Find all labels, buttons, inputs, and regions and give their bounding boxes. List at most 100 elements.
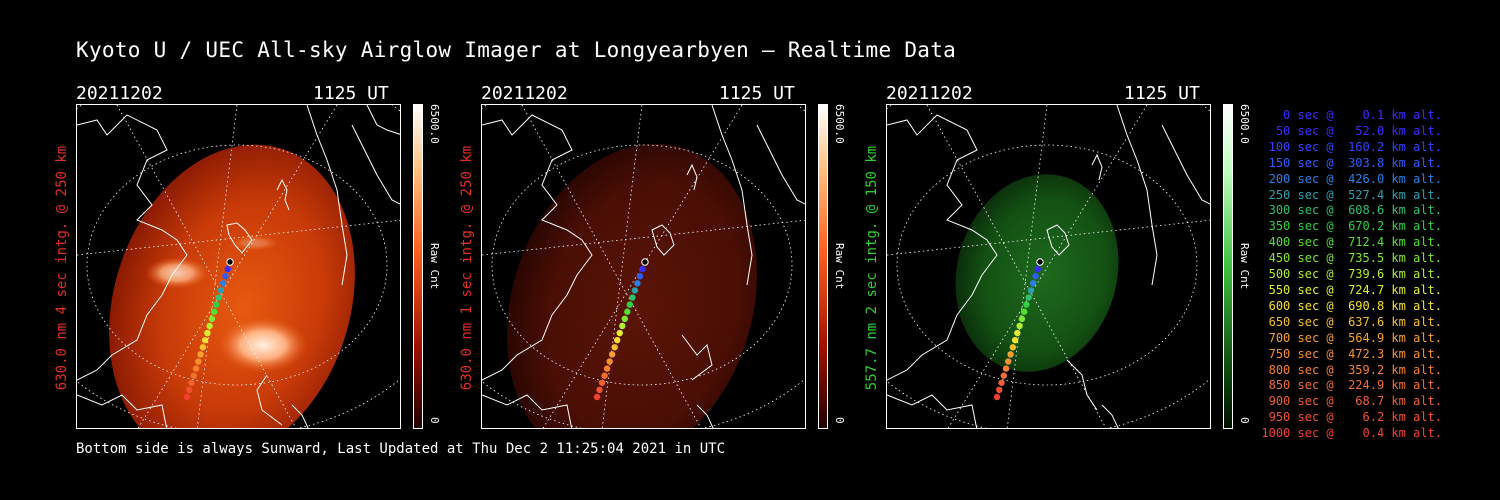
panel-2-time: 1125 UT [719, 83, 795, 104]
legend-entry: 850 sec @ 224.9 km alt. [1261, 378, 1442, 393]
track-point [1027, 287, 1035, 294]
legend-entry: 550 sec @ 724.7 km alt. [1261, 282, 1442, 297]
track-point [619, 322, 626, 330]
track-point [1020, 308, 1028, 315]
track-point [199, 344, 207, 351]
track-point [611, 344, 618, 351]
track-point [197, 351, 204, 358]
track-point [217, 287, 225, 294]
legend-entry: 450 sec @ 735.5 km alt. [1261, 251, 1442, 266]
panel-1-cbar-max: 6500.0 [428, 104, 441, 144]
legend-entry: 1000 sec @ 0.4 km alt. [1261, 426, 1442, 441]
track-point [183, 393, 191, 401]
track-point [1032, 273, 1039, 280]
track-point [596, 386, 603, 394]
track-point [593, 393, 601, 401]
panel-1-cbar-min: 0 [428, 417, 441, 424]
panel-1-date: 20211202 [76, 83, 163, 104]
panel-2-cbar-max: 6500.0 [833, 104, 846, 144]
track-point [188, 379, 195, 386]
track-point [1016, 322, 1023, 330]
track-point [1023, 301, 1030, 308]
track-point [1034, 265, 1041, 273]
legend-entry: 0 sec @ 0.1 km alt. [1261, 108, 1442, 122]
panel-1-airglow-disk [109, 144, 355, 428]
track-point [996, 386, 1003, 394]
panel-1-time: 1125 UT [313, 83, 389, 104]
track-point [224, 265, 231, 273]
track-point [634, 280, 641, 287]
panel-3-ylabel: 557.7 nm 2 sec intg. @ 150 km [864, 145, 880, 391]
track-point [208, 315, 216, 323]
track-point [631, 287, 639, 294]
legend-entry: 650 sec @ 637.6 km alt. [1261, 314, 1442, 329]
track-point [998, 379, 1005, 386]
panel-2-track [593, 258, 649, 401]
panel-1-track [183, 258, 234, 401]
panel-3-date: 20211202 [886, 83, 973, 104]
legend-entry: 150 sec @ 303.8 km alt. [1261, 155, 1442, 170]
track-point [192, 365, 200, 372]
track-point [616, 329, 623, 337]
legend-entry: 800 sec @ 359.2 km alt. [1261, 362, 1442, 377]
page-title: Kyoto U / UEC All-sky Airglow Imager at … [76, 38, 957, 62]
track-point [201, 336, 209, 344]
panel-2-cbar-label: Raw Cnt [833, 243, 846, 290]
legend-entry: 400 sec @ 712.4 km alt. [1261, 235, 1442, 250]
track-point [639, 265, 646, 273]
track-point [220, 280, 227, 287]
track-point [598, 379, 606, 386]
track-point [215, 294, 222, 301]
track-point [213, 301, 220, 308]
track-point [603, 365, 611, 372]
track-point [993, 393, 1001, 401]
panel-1-colorbar [413, 104, 423, 429]
panel-2-cbar-min: 0 [833, 417, 846, 424]
track-point [1009, 344, 1017, 351]
panel-3-cbar-max: 6500.0 [1238, 104, 1251, 144]
track-point [641, 258, 649, 266]
panel-3-image [886, 104, 1211, 429]
panel-3-cbar-label: Raw Cnt [1238, 243, 1251, 290]
track-point [601, 372, 608, 379]
track-point [1005, 358, 1012, 365]
track-point [608, 351, 616, 358]
panel-2-ylabel: 630.0 nm 1 sec intg. @ 250 km [459, 145, 475, 391]
legend-entry: 500 sec @ 739.6 km alt. [1261, 267, 1442, 282]
panel-1-image [76, 104, 401, 429]
track-point [626, 301, 634, 308]
panel-1-ylabel: 630.0 nm 4 sec intg. @ 250 km [54, 145, 70, 391]
panel-3-track [993, 258, 1044, 401]
panel-3-colorbar [1223, 104, 1233, 429]
altitude-legend: 0 sec @ 0.1 km alt. 50 sec @ 52.0 km alt… [1261, 108, 1442, 442]
panel-3-time: 1125 UT [1124, 83, 1200, 104]
track-point [190, 372, 197, 379]
track-point [1000, 372, 1007, 379]
track-point [186, 386, 193, 394]
track-point [1014, 329, 1021, 337]
track-point [621, 315, 628, 323]
legend-entry: 700 sec @ 564.9 km alt. [1261, 330, 1442, 345]
track-point [204, 329, 211, 337]
panel-2-date: 20211202 [481, 83, 568, 104]
track-point [222, 273, 229, 280]
track-point [624, 308, 631, 315]
track-point [206, 322, 213, 330]
track-point [1030, 280, 1037, 287]
legend-entry: 100 sec @ 160.2 km alt. [1261, 139, 1442, 154]
track-point [629, 294, 636, 301]
track-point [1018, 315, 1026, 323]
legend-entry: 950 sec @ 6.2 km alt. [1261, 410, 1442, 425]
panel-1-cbar-label: Raw Cnt [428, 243, 441, 290]
legend-entry: 600 sec @ 690.8 km alt. [1261, 298, 1442, 313]
legend-entry: 250 sec @ 527.4 km alt. [1261, 187, 1442, 202]
panel-3-cbar-min: 0 [1238, 417, 1251, 424]
track-point [1007, 351, 1014, 358]
track-point [210, 308, 218, 315]
track-point [1011, 336, 1019, 344]
panel-2-colorbar [818, 104, 828, 429]
track-point [1025, 294, 1032, 301]
legend-entry: 750 sec @ 472.3 km alt. [1261, 346, 1442, 361]
track-point [606, 358, 613, 365]
legend-entry: 900 sec @ 68.7 km alt. [1261, 394, 1442, 409]
